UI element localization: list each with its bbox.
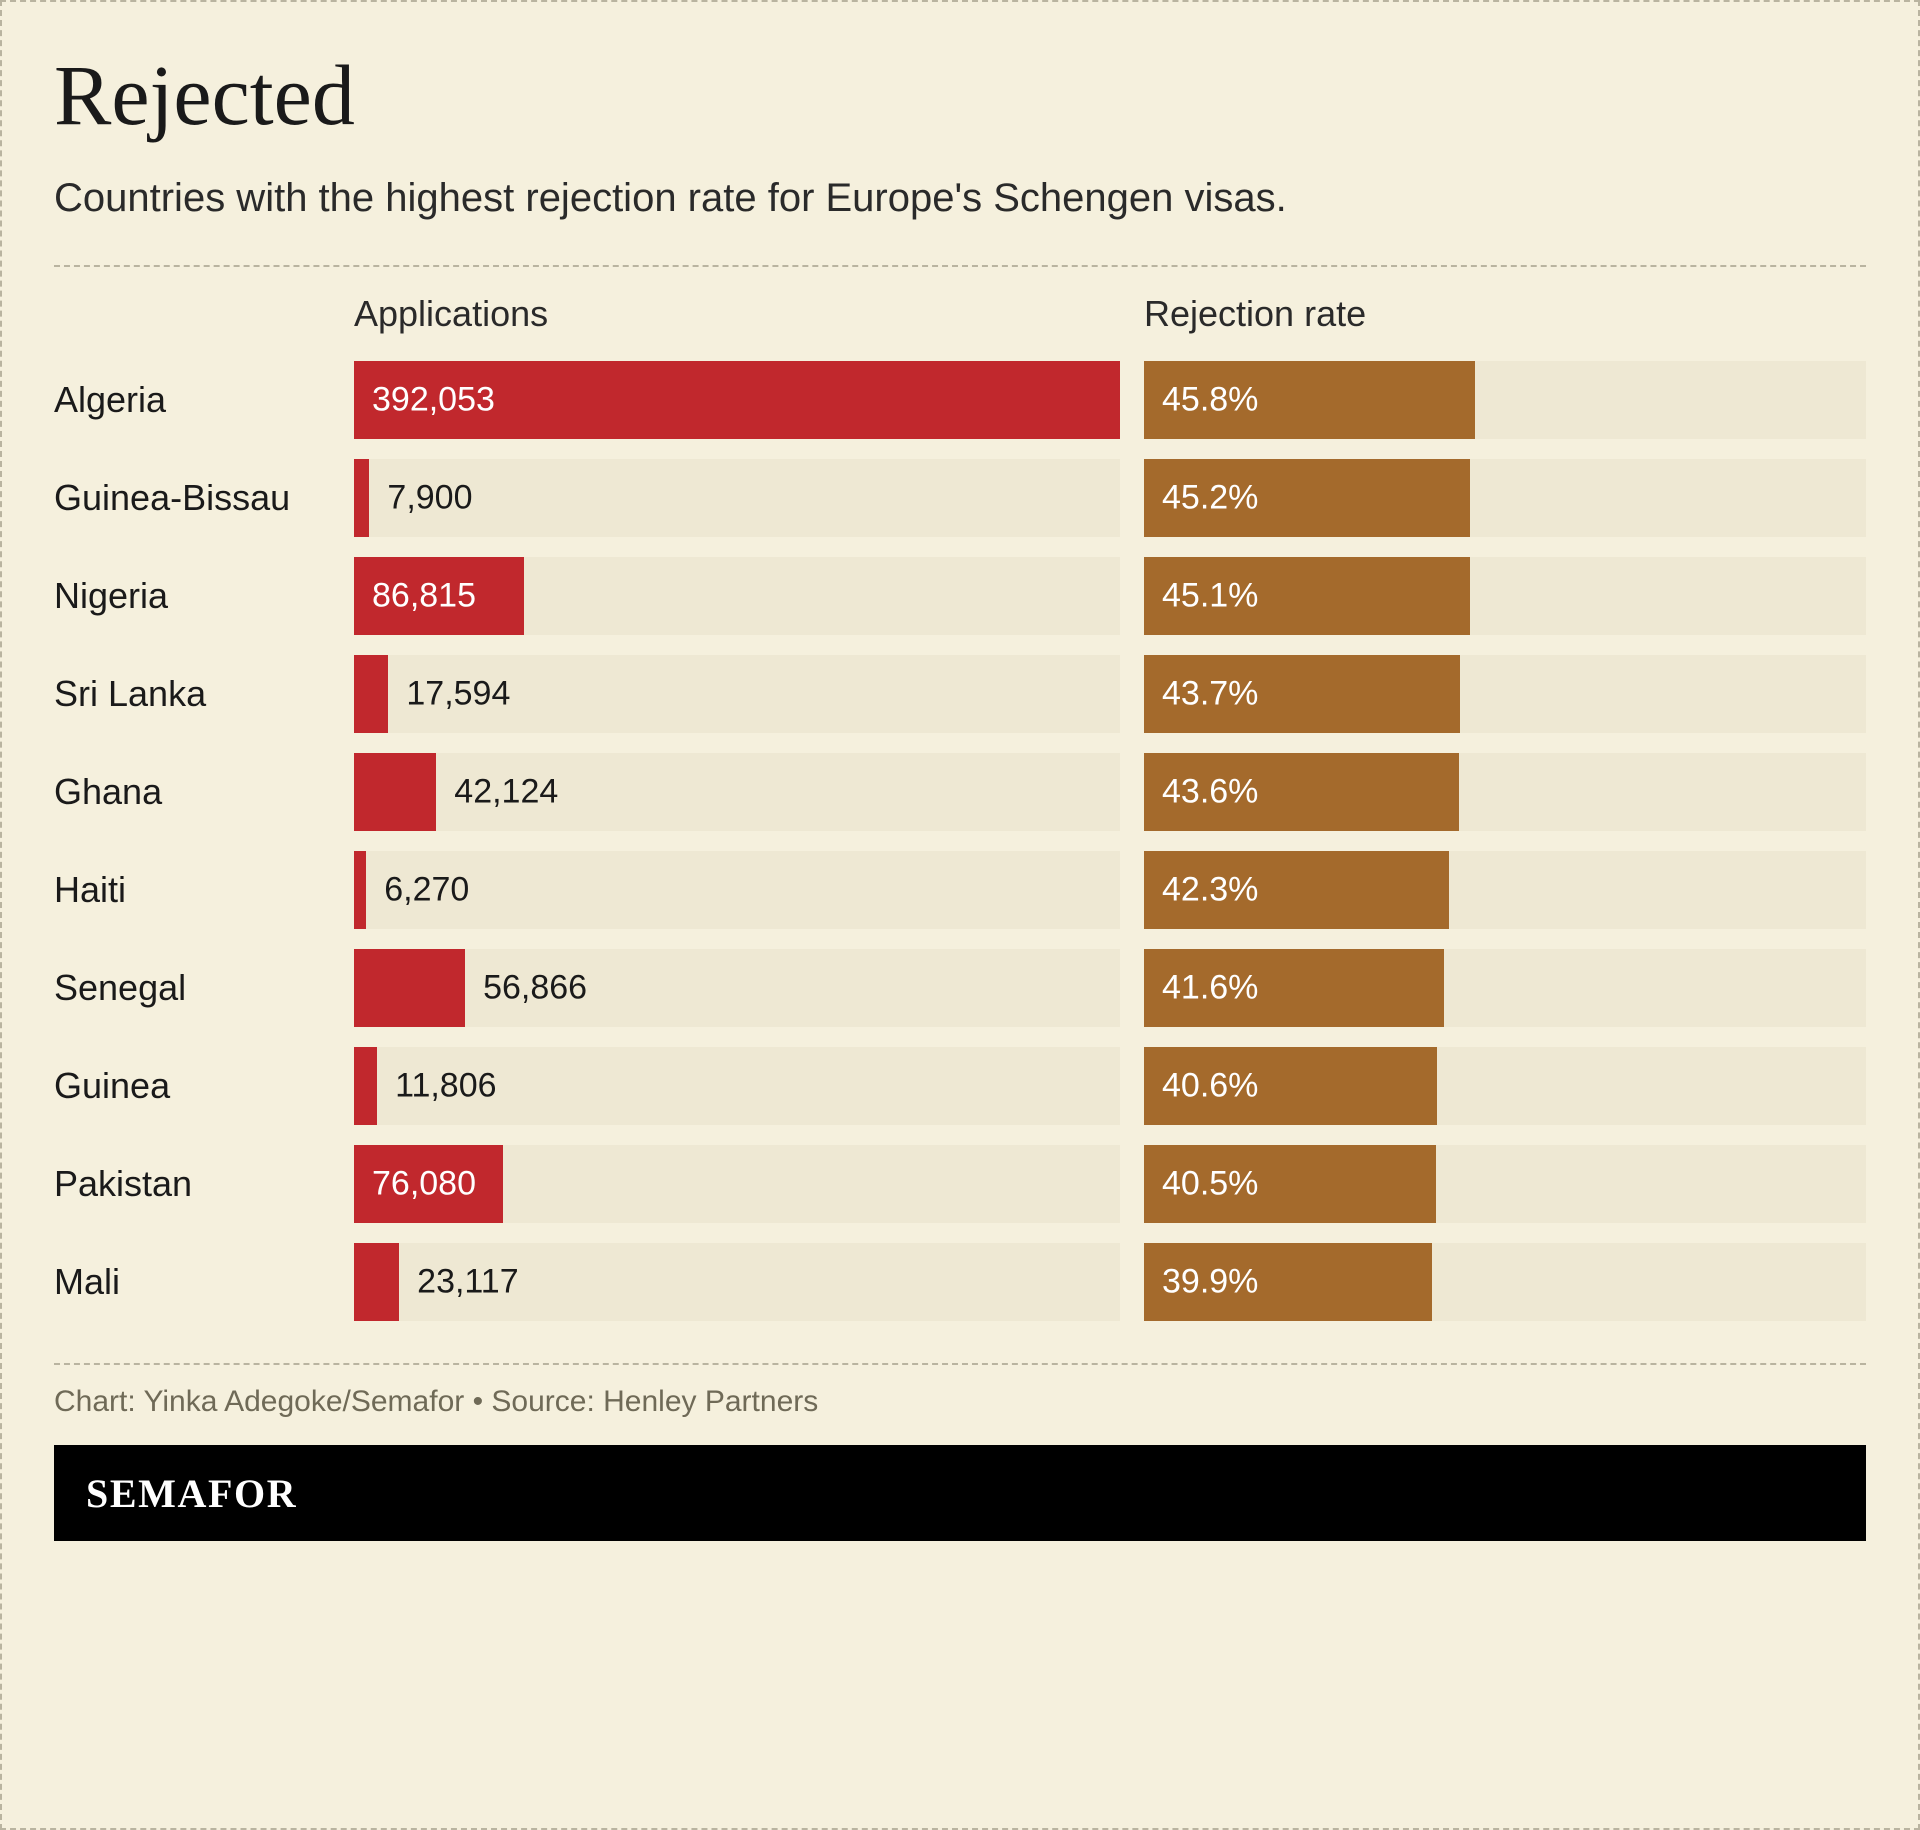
- table-row: Guinea 11,806 40.6%: [54, 1037, 1866, 1135]
- rejection-value: 43.6%: [1162, 773, 1258, 812]
- applications-bar: [354, 655, 388, 733]
- rejection-track: 42.3%: [1144, 851, 1866, 929]
- country-label: Senegal: [54, 967, 354, 1009]
- rejection-track: 39.9%: [1144, 1243, 1866, 1321]
- table-row: Sri Lanka 17,594 43.7%: [54, 645, 1866, 743]
- country-label: Pakistan: [54, 1163, 354, 1205]
- applications-track: 42,124: [354, 753, 1120, 831]
- chart-body: Applications Rejection rate Algeria 392,0…: [54, 267, 1866, 1363]
- table-row: Ghana 42,124 43.6%: [54, 743, 1866, 841]
- applications-track: 7,900: [354, 459, 1120, 537]
- applications-track: 17,594: [354, 655, 1120, 733]
- applications-track: 23,117: [354, 1243, 1120, 1321]
- chart-rows: Algeria 392,053 45.8% Guinea-Bissau 7,900 45.…: [54, 351, 1866, 1331]
- applications-value: 7,900: [387, 479, 472, 518]
- rejection-value: 40.6%: [1162, 1067, 1258, 1106]
- country-label: Algeria: [54, 379, 354, 421]
- country-label: Sri Lanka: [54, 673, 354, 715]
- applications-track: 392,053: [354, 361, 1120, 439]
- table-row: Senegal 56,866 41.6%: [54, 939, 1866, 1037]
- applications-value: 76,080: [372, 1165, 476, 1204]
- rejection-value: 39.9%: [1162, 1263, 1258, 1302]
- rejection-track: 40.6%: [1144, 1047, 1866, 1125]
- table-row: Mali 23,117 39.9%: [54, 1233, 1866, 1331]
- applications-track: 6,270: [354, 851, 1120, 929]
- brand-bar: SEMAFOR: [54, 1445, 1866, 1541]
- rejection-value: 43.7%: [1162, 675, 1258, 714]
- applications-value: 23,117: [417, 1263, 518, 1302]
- chart-card: Rejected Countries with the highest reje…: [0, 0, 1920, 1830]
- applications-value: 11,806: [395, 1067, 496, 1106]
- applications-bar: [354, 753, 436, 831]
- rejection-track: 41.6%: [1144, 949, 1866, 1027]
- divider-bottom: [54, 1363, 1866, 1365]
- table-row: Haiti 6,270 42.3%: [54, 841, 1866, 939]
- chart-subtitle: Countries with the highest rejection rat…: [54, 176, 1866, 221]
- country-label: Nigeria: [54, 575, 354, 617]
- rejection-track: 40.5%: [1144, 1145, 1866, 1223]
- column-headers: Applications Rejection rate: [54, 293, 1866, 335]
- chart-credit: Chart: Yinka Adegoke/Semafor • Source: H…: [54, 1385, 1866, 1419]
- applications-bar: [354, 459, 369, 537]
- rejection-value: 45.1%: [1162, 577, 1258, 616]
- rejection-value: 42.3%: [1162, 871, 1258, 910]
- table-row: Pakistan 76,080 40.5%: [54, 1135, 1866, 1233]
- applications-track: 76,080: [354, 1145, 1120, 1223]
- rejection-track: 43.6%: [1144, 753, 1866, 831]
- applications-bar: [354, 1243, 399, 1321]
- rejection-track: 43.7%: [1144, 655, 1866, 733]
- brand-wordmark: SEMAFOR: [86, 1470, 297, 1517]
- applications-bar: [354, 949, 465, 1027]
- rejection-track: 45.2%: [1144, 459, 1866, 537]
- rejection-track: 45.1%: [1144, 557, 1866, 635]
- table-row: Nigeria 86,815 45.1%: [54, 547, 1866, 645]
- applications-track: 56,866: [354, 949, 1120, 1027]
- applications-track: 86,815: [354, 557, 1120, 635]
- table-row: Guinea-Bissau 7,900 45.2%: [54, 449, 1866, 547]
- applications-value: 6,270: [384, 871, 469, 910]
- applications-value: 392,053: [372, 381, 495, 420]
- country-label: Guinea: [54, 1065, 354, 1107]
- applications-value: 86,815: [372, 577, 476, 616]
- rejection-value: 45.2%: [1162, 479, 1258, 518]
- applications-value: 42,124: [454, 773, 558, 812]
- applications-bar: [354, 851, 366, 929]
- rejection-track: 45.8%: [1144, 361, 1866, 439]
- country-label: Guinea-Bissau: [54, 477, 354, 519]
- header-rejection: Rejection rate: [1144, 293, 1866, 335]
- applications-value: 17,594: [406, 675, 510, 714]
- header-applications: Applications: [354, 293, 1120, 335]
- country-label: Mali: [54, 1261, 354, 1303]
- country-label: Ghana: [54, 771, 354, 813]
- table-row: Algeria 392,053 45.8%: [54, 351, 1866, 449]
- applications-track: 11,806: [354, 1047, 1120, 1125]
- chart-title: Rejected: [54, 50, 1866, 140]
- applications-bar: [354, 1047, 377, 1125]
- applications-value: 56,866: [483, 969, 587, 1008]
- rejection-value: 40.5%: [1162, 1165, 1258, 1204]
- country-label: Haiti: [54, 869, 354, 911]
- rejection-value: 45.8%: [1162, 381, 1258, 420]
- rejection-value: 41.6%: [1162, 969, 1258, 1008]
